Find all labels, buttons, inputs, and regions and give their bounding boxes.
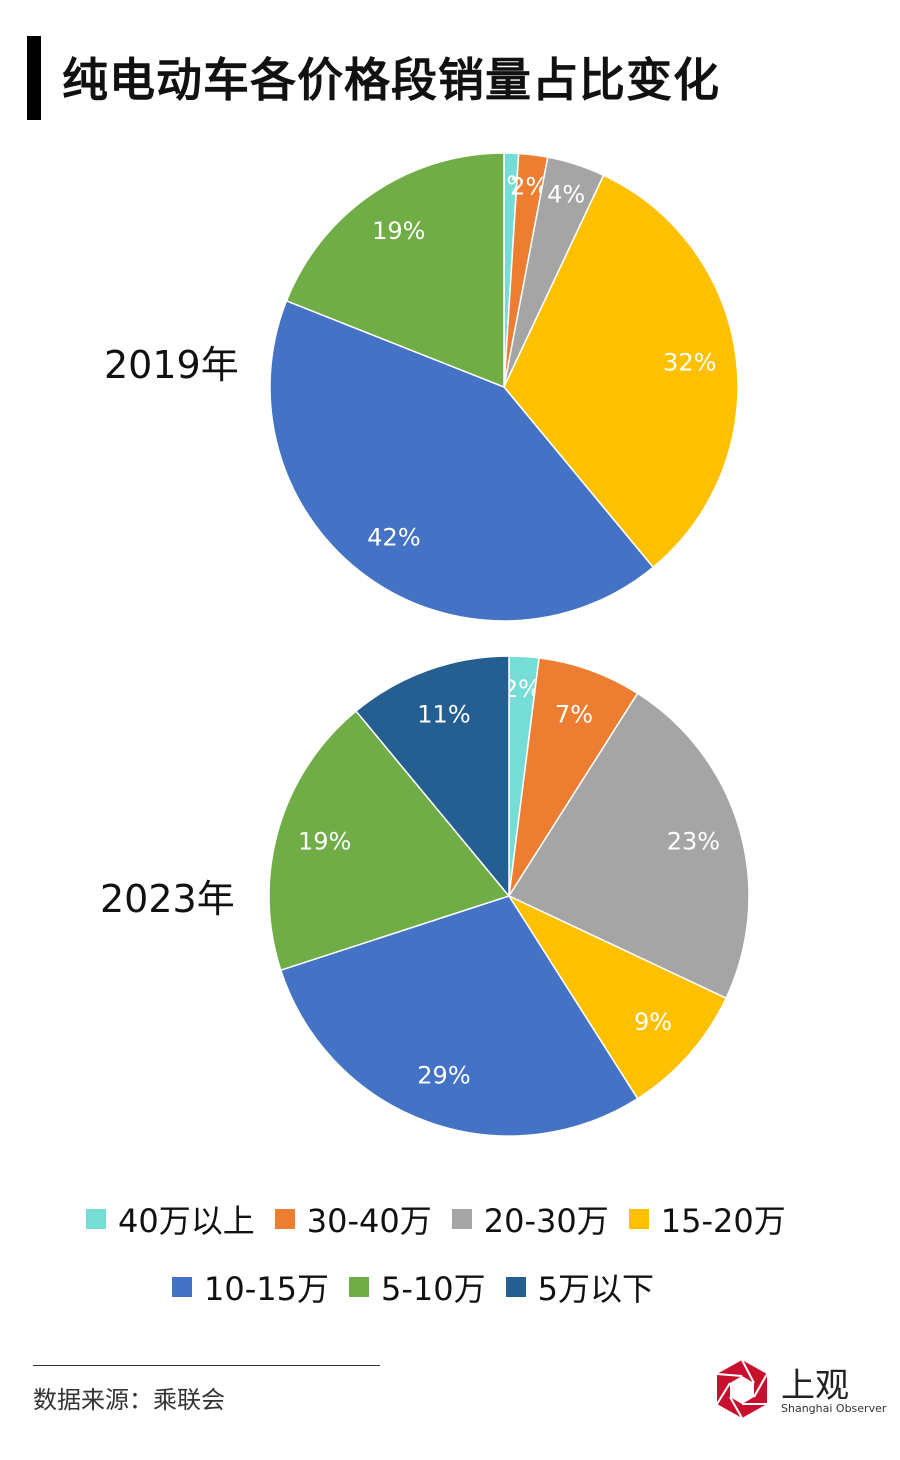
- pie-slice-1-5: [268, 710, 511, 972]
- title-accent-bar: [27, 36, 41, 120]
- pie-data-label-0-5: 19%: [372, 217, 425, 245]
- legend-item-40plus: 40万以上: [86, 1196, 255, 1242]
- pie-slice-0-4: [269, 299, 655, 622]
- logo-subtitle: Shanghai Observer: [781, 1402, 887, 1415]
- legend-swatch: [172, 1277, 192, 1297]
- legend-label: 10-15万: [204, 1270, 329, 1308]
- pie-data-label-1-4: 29%: [417, 1062, 470, 1090]
- data-source: 数据来源：乘联会: [33, 1386, 225, 1414]
- legend-label: 5-10万: [381, 1270, 486, 1308]
- logo-name: 上观: [781, 1366, 849, 1406]
- pie-slice-0-5: [285, 152, 505, 389]
- chart-title: 纯电动车各价格段销量占比变化: [62, 53, 720, 107]
- legend-label: 30-40万: [306, 1202, 432, 1240]
- pie-data-label-1-6: 11%: [417, 700, 470, 728]
- legend-swatch: [451, 1209, 472, 1229]
- legend-item-20-30: 20-30万: [451, 1196, 609, 1242]
- legend-item-10-15: 10-15万: [172, 1264, 329, 1310]
- pie-label-2019: 2019年: [104, 343, 239, 387]
- pie-slice-1-1: [508, 657, 639, 897]
- legend-swatch: [505, 1277, 526, 1297]
- legend-swatch: [349, 1277, 369, 1297]
- pie-data-label-1-1: 7%: [555, 700, 593, 728]
- pie-data-label-0-4: 42%: [367, 523, 420, 551]
- legend-swatch: [274, 1209, 295, 1229]
- legend-swatch: [86, 1209, 106, 1229]
- pie-data-label-0-2: 4%: [547, 181, 585, 209]
- pie-slice-1-6: [354, 655, 510, 899]
- legend-item-5-10: 5-10万: [349, 1264, 486, 1310]
- legend-row-2: 10-15万 5-10万 5万以下: [172, 1264, 674, 1310]
- pie-data-label-0-3: 32%: [663, 349, 716, 377]
- legend-swatch: [628, 1209, 649, 1229]
- pie-slice-1-4: [279, 895, 639, 1137]
- pie-label-2023: 2023年: [100, 877, 235, 921]
- legend-label: 5万以下: [537, 1270, 655, 1308]
- legend-label: 15-20万: [660, 1202, 786, 1240]
- pie-slice-1-3: [506, 894, 728, 1100]
- pie-data-label-1-5: 19%: [298, 827, 351, 855]
- pie-slice-0-3: [503, 174, 739, 569]
- pie-charts: 1%2%4%32%42%19%2%7%23%9%29%19%11%: [268, 152, 750, 1137]
- legend-item-30-40: 30-40万: [274, 1196, 432, 1242]
- shutter-logo-icon: [716, 1359, 768, 1419]
- pie-data-label-1-2: 23%: [667, 827, 720, 855]
- pie-data-label-1-3: 9%: [634, 1008, 672, 1036]
- legend-row-1: 40万以上 30-40万 20-30万 15-20万: [86, 1196, 806, 1242]
- legend-label: 40万以上: [118, 1202, 255, 1240]
- pie-slice-1-2: [507, 692, 750, 1000]
- legend-label: 20-30万: [483, 1202, 609, 1240]
- legend-item-15-20: 15-20万: [628, 1196, 786, 1242]
- footer-divider: [33, 1365, 380, 1366]
- legend-item-5under: 5万以下: [505, 1264, 655, 1310]
- shanghai-observer-logo: 上观 Shanghai Observer: [711, 1358, 886, 1419]
